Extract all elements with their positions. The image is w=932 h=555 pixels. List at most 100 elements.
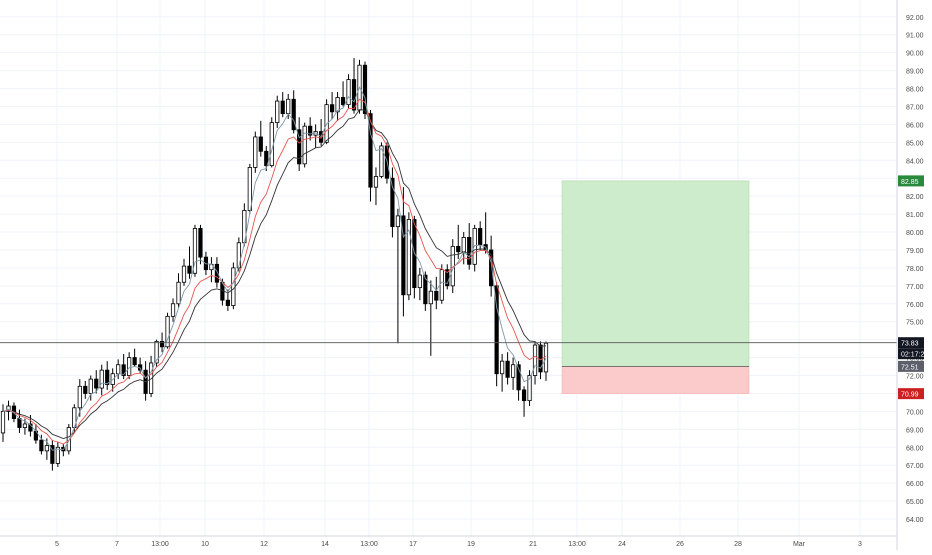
candle-down — [17, 418, 22, 428]
candle-down — [264, 150, 269, 167]
candle-up — [148, 362, 154, 394]
candles-layer — [0, 58, 549, 471]
x-tick-label: 17 — [409, 541, 417, 548]
candle-down — [132, 357, 137, 366]
candle-down — [297, 129, 302, 165]
candle-up — [439, 269, 444, 301]
y-tick-label: 78.00 — [906, 266, 924, 273]
y-tick-label: 88.00 — [906, 87, 924, 94]
candle-up — [176, 281, 181, 305]
candle-up — [532, 344, 538, 376]
countdown-badge: 02:17:24 — [901, 352, 928, 359]
candle-up — [6, 405, 11, 412]
candle-up — [461, 237, 466, 253]
entry-price-badge: 72.51 — [901, 364, 919, 371]
candle-down — [50, 445, 55, 464]
x-tick-label: 12 — [260, 541, 268, 548]
candle-up — [253, 136, 258, 168]
stop-price-badge: 70.99 — [901, 392, 919, 399]
candle-down — [445, 269, 450, 287]
moving-averages — [2, 86, 547, 451]
target-price-badge: 82.85 — [901, 179, 919, 186]
countdown-badge-bg — [898, 348, 924, 360]
target-price-badge-bg — [898, 175, 924, 187]
candle-up — [275, 100, 280, 123]
candle-down — [159, 341, 165, 348]
candle-up — [417, 274, 422, 289]
candle-down — [390, 177, 395, 228]
candle-up — [406, 219, 411, 296]
candle-down — [280, 100, 285, 115]
y-tick-label: 85.00 — [906, 140, 924, 147]
candle-up — [154, 341, 159, 364]
candle-down — [516, 364, 521, 391]
candle-up — [527, 375, 532, 402]
candle-up — [127, 357, 132, 376]
position-zones — [561, 180, 750, 394]
candle-up — [99, 369, 104, 389]
y-tick-label: 82.00 — [906, 194, 924, 201]
candle-up — [55, 446, 60, 464]
x-tick-label: 14 — [321, 541, 329, 548]
candle-up — [269, 122, 274, 167]
candle-up — [192, 228, 198, 274]
loss-zone — [561, 366, 750, 394]
x-tick-label: 7 — [115, 541, 119, 548]
y-tick-label: 68.00 — [906, 445, 924, 452]
y-tick-label: 80.00 — [906, 230, 924, 237]
entry-price-badge-bg — [898, 360, 924, 372]
y-tick-label: 72.00 — [906, 374, 924, 381]
y-tick-label: 67.00 — [906, 463, 924, 470]
candle-down — [105, 369, 110, 385]
candle-down — [362, 64, 368, 115]
candle-up — [116, 364, 121, 375]
y-tick-label: 87.00 — [906, 104, 924, 111]
y-tick-label: 84.00 — [906, 158, 924, 165]
x-tick-label: 10 — [201, 541, 209, 548]
candle-up — [335, 97, 340, 113]
y-tick-label: 79.00 — [906, 248, 924, 255]
y-tick-label: 66.00 — [906, 481, 924, 488]
candle-down — [505, 360, 510, 378]
y-tick-label: 89.00 — [906, 69, 924, 76]
y-tick-label: 92.00 — [906, 15, 924, 22]
candle-down — [258, 136, 263, 152]
candle-up — [379, 145, 384, 177]
y-tick-label: 81.00 — [906, 212, 924, 219]
x-tick-label: 13:00 — [360, 541, 378, 548]
x-tick-label: 13:00 — [151, 541, 169, 548]
candle-down — [521, 389, 527, 402]
x-tick-label: 13:00 — [568, 541, 586, 548]
candle-down — [478, 228, 483, 245]
candle-down — [467, 237, 472, 265]
x-tick-label: 3 — [858, 541, 862, 548]
y-tick-label: 69.00 — [906, 427, 924, 434]
candle-down — [456, 245, 461, 253]
candle-up — [346, 79, 351, 106]
last-price-badge-bg — [898, 337, 924, 349]
candle-down — [214, 263, 220, 283]
candle-up — [247, 167, 252, 211]
candle-down — [401, 215, 406, 296]
candle-down — [308, 125, 313, 136]
candle-up — [66, 427, 71, 452]
candle-up — [165, 315, 170, 348]
x-tick-label: 5 — [55, 541, 59, 548]
candle-down — [351, 79, 357, 111]
x-tick-label: 28 — [734, 541, 742, 548]
x-tick-label: 21 — [529, 541, 537, 548]
candle-up — [286, 98, 291, 115]
y-tick-label: 70.00 — [906, 409, 924, 416]
y-tick-label: 75.00 — [906, 320, 924, 327]
candle-down — [340, 97, 346, 106]
candle-up — [77, 385, 82, 409]
candle-down — [83, 385, 88, 394]
last-price-badge: 73.83 — [901, 341, 919, 348]
grid-layer — [0, 0, 897, 536]
x-tick-label: Mar — [793, 541, 806, 548]
candle-down — [94, 378, 99, 389]
candle-down — [423, 274, 428, 305]
